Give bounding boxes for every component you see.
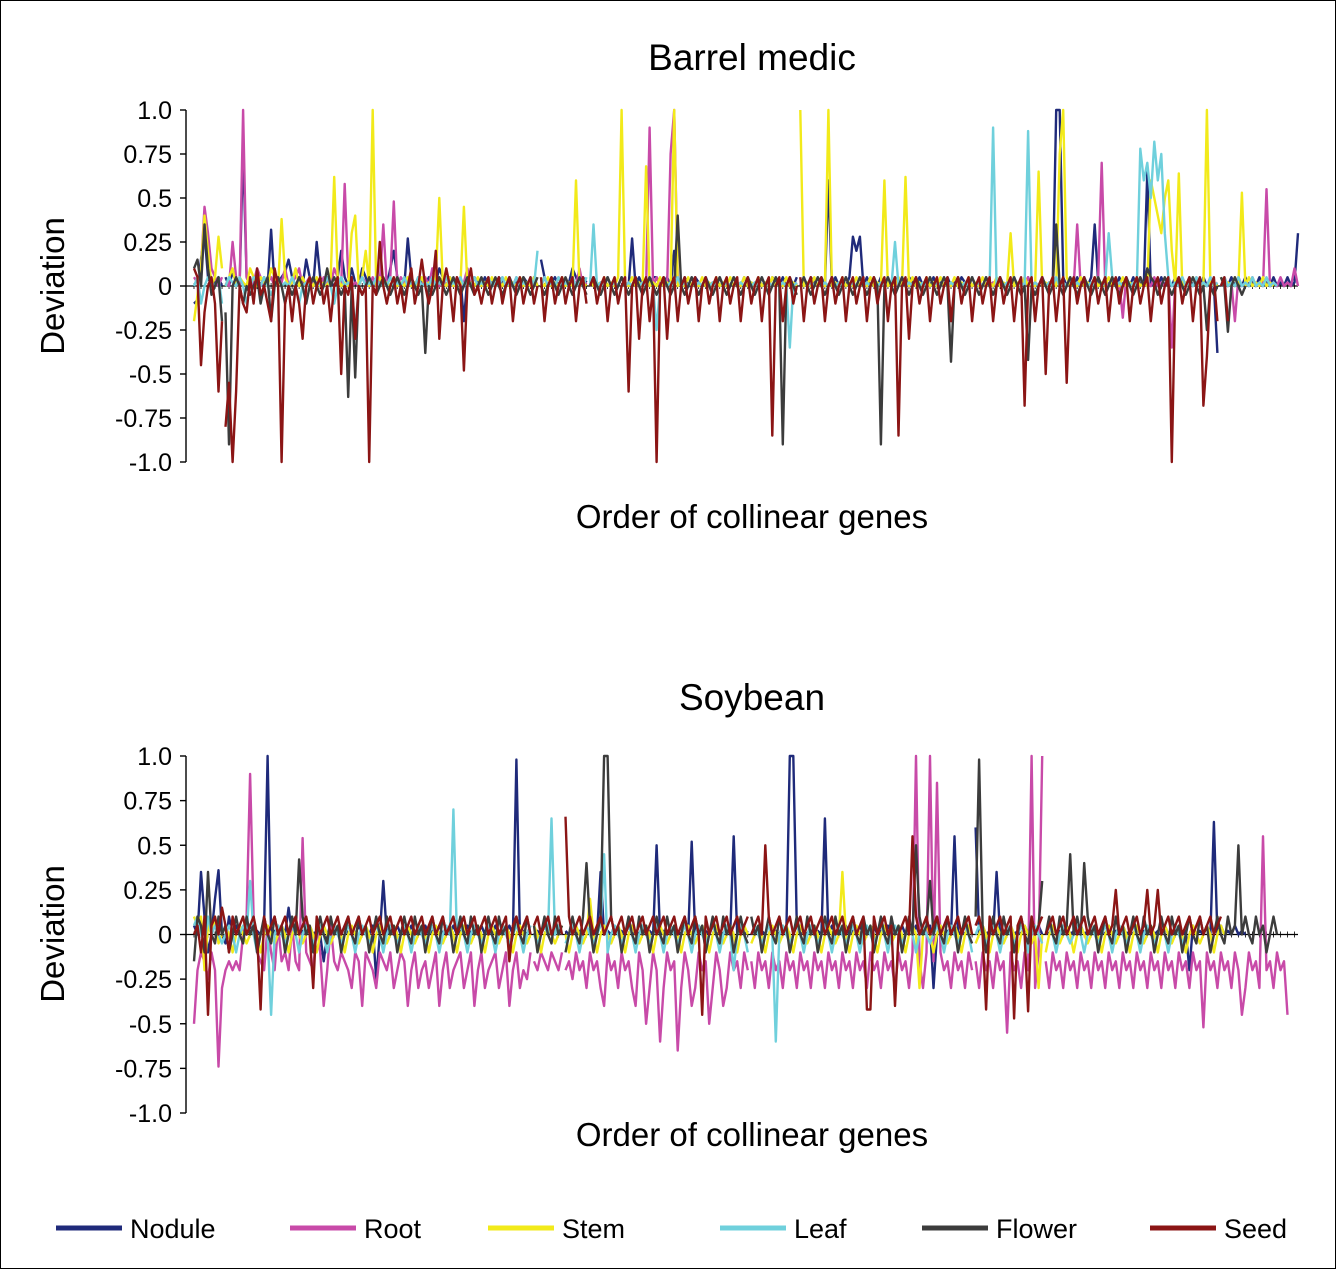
series-line-seed [224, 240, 539, 464]
y-tick-label: 0.75 [123, 788, 172, 816]
x-axis-label: Order of collinear genes [576, 1116, 928, 1153]
y-tick-label: 1.0 [137, 743, 172, 771]
legend-label: Root [364, 1214, 422, 1244]
legend-label: Stem [562, 1214, 625, 1244]
y-tick-label: 0.25 [123, 229, 172, 257]
series-line-root [192, 772, 532, 1068]
series-line-seed [192, 906, 532, 1016]
y-tick-label: -0.75 [115, 1055, 172, 1083]
y-tick-label: 0.5 [137, 185, 172, 213]
series-line-seed [564, 816, 749, 1016]
y-tick-label: 0.5 [137, 832, 172, 860]
series-line-stem [799, 108, 1219, 288]
legend-label: Leaf [794, 1214, 847, 1244]
legend-label: Seed [1224, 1214, 1287, 1244]
series-line-leaf [1219, 276, 1278, 288]
legend-label: Flower [996, 1214, 1077, 1244]
y-axis-label: Deviation [34, 865, 71, 1003]
y-tick-label: 0 [158, 273, 172, 301]
series-line-seed [532, 915, 564, 936]
y-tick-label: -0.5 [129, 361, 172, 389]
legend-item-root: Root [290, 1214, 422, 1244]
series-line-seed [799, 276, 1219, 464]
series-line-flower [588, 214, 798, 446]
series-line-root [532, 951, 564, 972]
series-line-seed [974, 915, 1044, 1020]
y-axis: 1.0 0.75 0.5 0.25 0 -0.25 -0.5 -0.75 -1.0 [115, 97, 187, 477]
legend-item-flower: Flower [922, 1214, 1077, 1244]
y-tick-label: 0 [158, 922, 172, 950]
y-tick-label: -1.0 [129, 449, 172, 477]
chart-panel-barrel-medic: Barrel medic Deviation Order of collinea… [34, 37, 1300, 535]
legend-item-leaf: Leaf [720, 1214, 847, 1244]
series-line-seed [1219, 276, 1230, 322]
y-tick-label: 0.75 [123, 141, 172, 169]
series-line-seed [588, 276, 798, 464]
series-line-stem [540, 179, 588, 288]
series-layer [192, 108, 1300, 464]
y-tick-label: 0.25 [123, 877, 172, 905]
legend-item-seed: Seed [1150, 1214, 1287, 1244]
series-line-flower [532, 915, 564, 954]
series-line-seed [1044, 888, 1223, 936]
y-tick-label: -0.5 [129, 1011, 172, 1039]
series-line-flower [192, 223, 224, 322]
y-tick-label: -1.0 [129, 1100, 172, 1128]
chart-title: Barrel medic [648, 37, 856, 78]
y-axis: 1.0 0.75 0.5 0.25 0 -0.25 -0.5 -0.75 -1.0 [115, 743, 187, 1128]
series-line-nodule [564, 835, 749, 936]
series-line-seed [192, 267, 224, 393]
chart-title: Soybean [679, 677, 825, 718]
y-axis-label: Deviation [34, 217, 71, 355]
series-line-seed [539, 276, 588, 323]
y-tick-label: -0.25 [115, 317, 172, 345]
series-line-stem [588, 108, 798, 288]
series-layer [192, 754, 1289, 1068]
y-tick-label: -0.25 [115, 966, 172, 994]
series-line-root [1044, 835, 1289, 1029]
legend-label: Nodule [130, 1214, 216, 1244]
chart-panel-soybean: Soybean Deviation Order of collinear gen… [34, 677, 1298, 1153]
y-tick-label: 1.0 [137, 97, 172, 125]
series-line-root [564, 951, 749, 1052]
x-axis-label: Order of collinear genes [576, 498, 928, 535]
series-line-root [1219, 187, 1300, 323]
series-line-flower [1044, 844, 1279, 954]
legend-item-nodule: Nodule [56, 1214, 216, 1244]
series-line-flower [564, 754, 749, 954]
legend: Nodule Root Stem Leaf Flower Seed [56, 1214, 1287, 1244]
series-line-root [750, 754, 974, 990]
series-line-leaf [192, 808, 532, 1016]
series-line-seed [750, 835, 974, 1011]
y-tick-label: -0.75 [115, 405, 172, 433]
legend-item-stem: Stem [488, 1214, 625, 1244]
series-line-nodule [1220, 233, 1300, 288]
series-line-flower [192, 858, 532, 962]
series-line-flower [750, 844, 974, 954]
